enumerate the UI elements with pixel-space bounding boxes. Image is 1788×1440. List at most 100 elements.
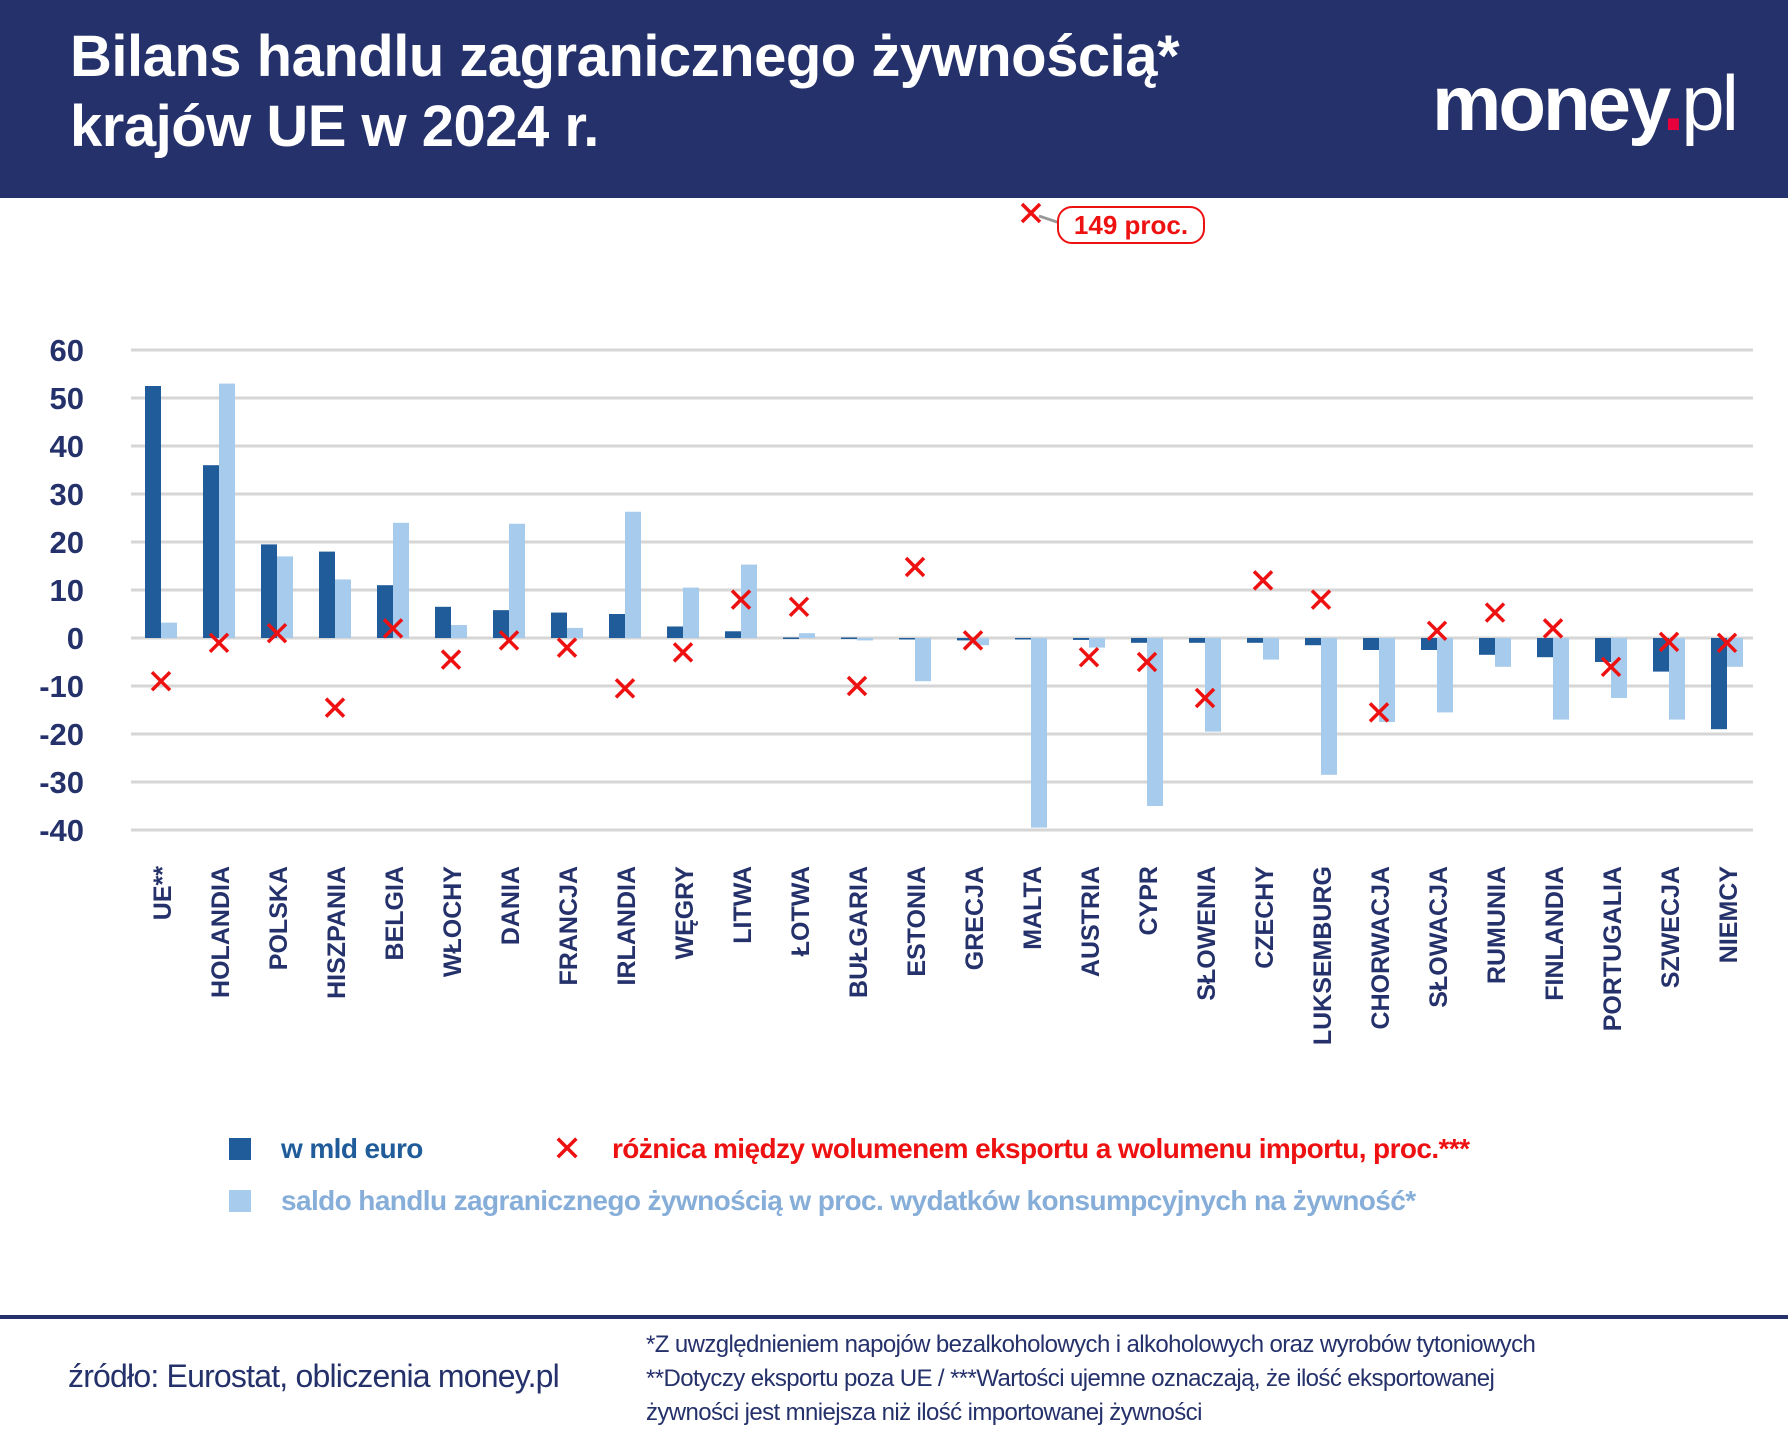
x-category-label: ŁOTWA: [787, 866, 815, 956]
bar-saldo-proc: [1031, 638, 1047, 828]
bar-mld-euro: [1247, 638, 1263, 643]
y-tick-label: -40: [39, 813, 84, 848]
x-marker: [324, 697, 346, 718]
x-category-label: GRECJA: [961, 866, 989, 970]
x-category-label: BUŁGARIA: [845, 866, 873, 998]
x-category-label: CYPR: [1135, 866, 1163, 935]
x-marker: [1310, 589, 1332, 610]
x-category-label: SZWECJA: [1657, 866, 1685, 988]
bar-mld-euro: [899, 638, 915, 640]
bar-saldo-proc: [509, 523, 525, 638]
bar-mld-euro: [1711, 638, 1727, 730]
x-category-label: IRLANDIA: [613, 866, 641, 985]
bar-mld-euro: [145, 386, 161, 638]
title-line-2: krajów UE w 2024 r.: [70, 94, 599, 159]
x-marker: [846, 675, 868, 697]
footer-divider: [0, 1315, 1788, 1319]
bar-saldo-proc: [219, 383, 235, 638]
source-text: źródło: Eurostat, obliczenia money.pl: [68, 1358, 560, 1394]
x-category-label: CZECHY: [1251, 866, 1279, 969]
bar-saldo-proc: [1321, 638, 1337, 775]
x-category-label: ESTONIA: [903, 866, 931, 977]
x-marker: [672, 642, 694, 663]
x-marker: [556, 637, 578, 658]
bar-saldo-proc: [683, 587, 699, 638]
bar-mld-euro: [1479, 638, 1495, 655]
x-category-label: SŁOWENIA: [1193, 866, 1221, 1001]
chart-title: Bilans handlu zagranicznego żywnością* k…: [70, 22, 1180, 162]
y-tick-label: -10: [39, 669, 84, 704]
legend-swatch-dark: [229, 1138, 251, 1160]
bar-saldo-proc: [857, 638, 873, 641]
bar-mld-euro: [1131, 638, 1147, 643]
bar-mld-euro: [957, 638, 973, 641]
bar-saldo-proc: [1611, 638, 1627, 698]
x-category-label: FINLANDIA: [1541, 866, 1569, 1001]
x-marker: [1600, 656, 1622, 678]
bar-saldo-proc: [915, 638, 931, 682]
bar-saldo-proc: [1089, 638, 1105, 648]
title-line-1: Bilans handlu zagranicznego żywnością*: [70, 24, 1180, 89]
x-category-label: PORTUGALIA: [1599, 866, 1627, 1031]
x-category-label: DANIA: [497, 866, 525, 945]
bar-saldo-proc: [335, 579, 351, 638]
bar-mld-euro: [1305, 638, 1321, 646]
y-tick-label: 60: [50, 333, 84, 368]
bar-mld-euro: [1537, 638, 1553, 658]
x-marker: [1368, 702, 1390, 723]
bar-mld-euro: [1073, 638, 1089, 640]
y-tick-label: 20: [50, 525, 84, 560]
y-tick-label: 40: [50, 429, 84, 464]
x-marker: [614, 678, 636, 699]
footnote-1: *Z uwzględnieniem napojów bezalkoholowyc…: [646, 1331, 1536, 1358]
bar-saldo-proc: [1495, 638, 1511, 667]
bar-mld-euro: [319, 551, 335, 638]
x-category-label: FRANCJA: [555, 866, 583, 985]
bar-saldo-proc: [1553, 638, 1569, 720]
bar-saldo-proc: [451, 625, 467, 638]
x-category-label: AUSTRIA: [1077, 866, 1105, 977]
x-category-label: WĘGRY: [671, 866, 699, 960]
x-category-label: POLSKA: [265, 866, 293, 970]
bar-saldo-proc: [1437, 638, 1453, 713]
x-category-label: UE**: [149, 866, 177, 920]
x-category-label: SŁOWACJA: [1425, 866, 1453, 1008]
x-marker: [962, 630, 984, 651]
x-category-label: WŁOCHY: [439, 866, 467, 977]
bar-mld-euro: [203, 465, 219, 638]
bar-mld-euro: [261, 544, 277, 638]
bar-mld-euro: [1595, 638, 1611, 662]
y-tick-label: 50: [50, 381, 84, 416]
y-tick-label: -30: [39, 765, 84, 800]
bar-saldo-proc: [393, 522, 409, 638]
annotation-leader: [1038, 214, 1061, 225]
bar-saldo-proc: [277, 556, 293, 638]
footnote-3: żywności jest mniejsza niż ilość importo…: [646, 1399, 1202, 1426]
x-category-label: CHORWACJA: [1367, 866, 1395, 1029]
bar-mld-euro: [551, 612, 567, 638]
legend-label-light: saldo handlu zagranicznego żywnością w p…: [281, 1185, 1416, 1216]
bar-saldo-proc: [625, 511, 641, 638]
x-category-label: NIEMCY: [1715, 866, 1743, 964]
bar-mld-euro: [1363, 638, 1379, 650]
chart-area: 60 50 40 30 20 10 0 -10 -20 -30 -40 UE** HOLANDIA POL…: [39, 202, 1753, 1045]
x-marker: [498, 630, 520, 651]
x-category-label: HOLANDIA: [207, 866, 235, 998]
x-marker: [1136, 651, 1158, 673]
x-category-label: RUMUNIA: [1483, 866, 1511, 984]
header-banner: Bilans handlu zagranicznego żywnością* k…: [0, 0, 1788, 198]
x-category-label: BELGIA: [381, 866, 409, 960]
y-tick-label: 0: [67, 621, 84, 656]
bar-saldo-proc: [1147, 638, 1163, 806]
legend-swatch-light: [229, 1190, 251, 1212]
bar-mld-euro: [841, 637, 857, 640]
bar-mld-euro: [609, 614, 625, 638]
bar-mld-euro: [435, 606, 451, 638]
money-pl-logo: money.pl: [1431, 59, 1739, 147]
x-marker: [1542, 618, 1564, 639]
x-marker: [1484, 602, 1506, 623]
x-marker: [1194, 687, 1216, 709]
bar-saldo-proc: [1263, 638, 1279, 660]
x-marker: [1020, 202, 1042, 224]
y-tick-label: 10: [50, 573, 84, 608]
